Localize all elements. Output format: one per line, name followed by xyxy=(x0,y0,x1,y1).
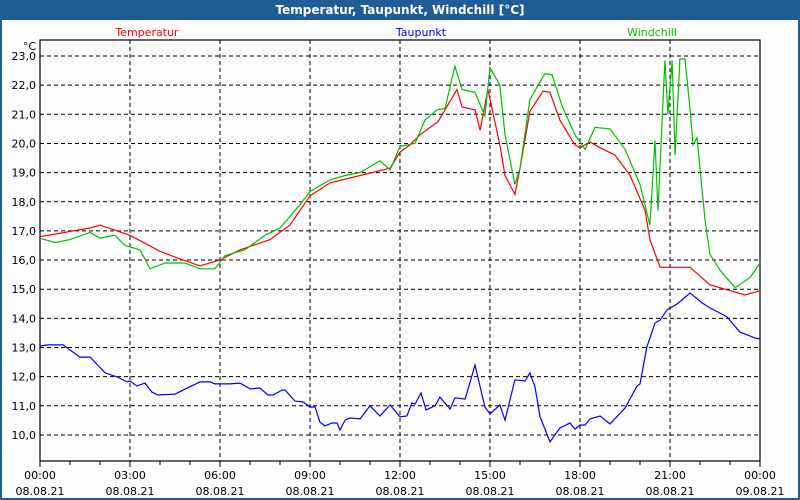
y-tick-label: 13,0 xyxy=(12,342,37,355)
x-tick-time: 09:00 xyxy=(294,469,326,482)
x-tick-time: 00:00 xyxy=(744,469,776,482)
series-line-windchill xyxy=(39,58,761,289)
y-tick-label: 21,0 xyxy=(12,108,37,121)
x-tick-date: 09.08.21 xyxy=(736,485,785,498)
x-tick-date: 08.08.21 xyxy=(376,485,425,498)
x-tick-date: 08.08.21 xyxy=(646,485,695,498)
legend-taupunkt: Taupunkt xyxy=(395,26,447,39)
y-tick-label: 22,0 xyxy=(12,79,37,92)
x-tick-date: 08.08.21 xyxy=(556,485,605,498)
y-tick-label: 15,0 xyxy=(12,283,37,296)
legend-windchill: Windchill xyxy=(627,26,677,39)
x-tick-time: 00:00 xyxy=(24,469,56,482)
x-tick-date: 08.08.21 xyxy=(196,485,245,498)
series-line-taupunkt xyxy=(39,292,761,444)
y-tick-label: 16,0 xyxy=(12,254,37,267)
x-tick-date: 08.08.21 xyxy=(286,485,335,498)
labels: 10,0 11,0 12,0 13,0 14,0 15,0 16,0 17,0 18,0 19,0… xyxy=(12,26,785,498)
y-tick-label: 17,0 xyxy=(12,225,37,238)
x-tick-date: 08.08.21 xyxy=(16,485,65,498)
x-tick-date: 08.08.21 xyxy=(106,485,155,498)
y-tick-label: 20,0 xyxy=(12,137,37,150)
y-tick-label: 23,0 xyxy=(12,50,37,63)
y-tick-label: 18,0 xyxy=(12,196,37,209)
grid xyxy=(40,40,760,461)
x-tick-time: 18:00 xyxy=(564,469,596,482)
series-lines xyxy=(39,58,761,444)
x-tick-time: 06:00 xyxy=(204,469,236,482)
x-tick-time: 12:00 xyxy=(384,469,416,482)
x-tick-time: 15:00 xyxy=(474,469,506,482)
window-title: Temperatur, Taupunkt, Windchill [°C] xyxy=(0,0,800,20)
x-tick-time: 21:00 xyxy=(654,469,686,482)
x-tick-time: 03:00 xyxy=(114,469,146,482)
legend-temperatur: Temperatur xyxy=(114,26,179,39)
y-tick-label: 19,0 xyxy=(12,167,37,180)
axes xyxy=(39,39,761,467)
y-tick-label: 10,0 xyxy=(12,429,37,442)
y-tick-label: 14,0 xyxy=(12,312,37,325)
y-tick-label: 11,0 xyxy=(12,400,37,413)
y-tick-label: 12,0 xyxy=(12,371,37,384)
x-tick-date: 08.08.21 xyxy=(466,485,515,498)
y-axis-unit: °C xyxy=(23,40,37,53)
plot-frame xyxy=(39,39,761,462)
